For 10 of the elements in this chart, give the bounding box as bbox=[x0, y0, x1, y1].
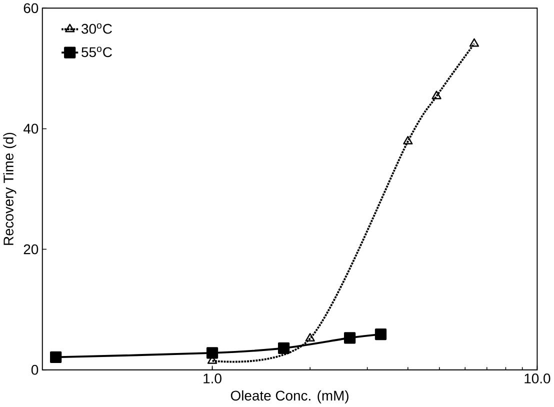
x-tick-label: 10.0 bbox=[524, 374, 550, 384]
y-tick-label: 0 bbox=[31, 365, 38, 375]
y-tick-label: 60 bbox=[24, 3, 38, 14]
legend-label: 30$^{o}$C bbox=[82, 24, 112, 34]
y-tick-label: 40 bbox=[23, 124, 38, 134]
y-axis-title: Recovery Time (d) bbox=[3, 133, 16, 246]
x-axis-title: Oleate Conc. (mM) bbox=[230, 390, 348, 404]
legend-label: 55$^{o}$C bbox=[82, 46, 112, 58]
y-tick-label: 20 bbox=[24, 244, 38, 254]
x-tick-label: 1.0 bbox=[204, 374, 222, 384]
